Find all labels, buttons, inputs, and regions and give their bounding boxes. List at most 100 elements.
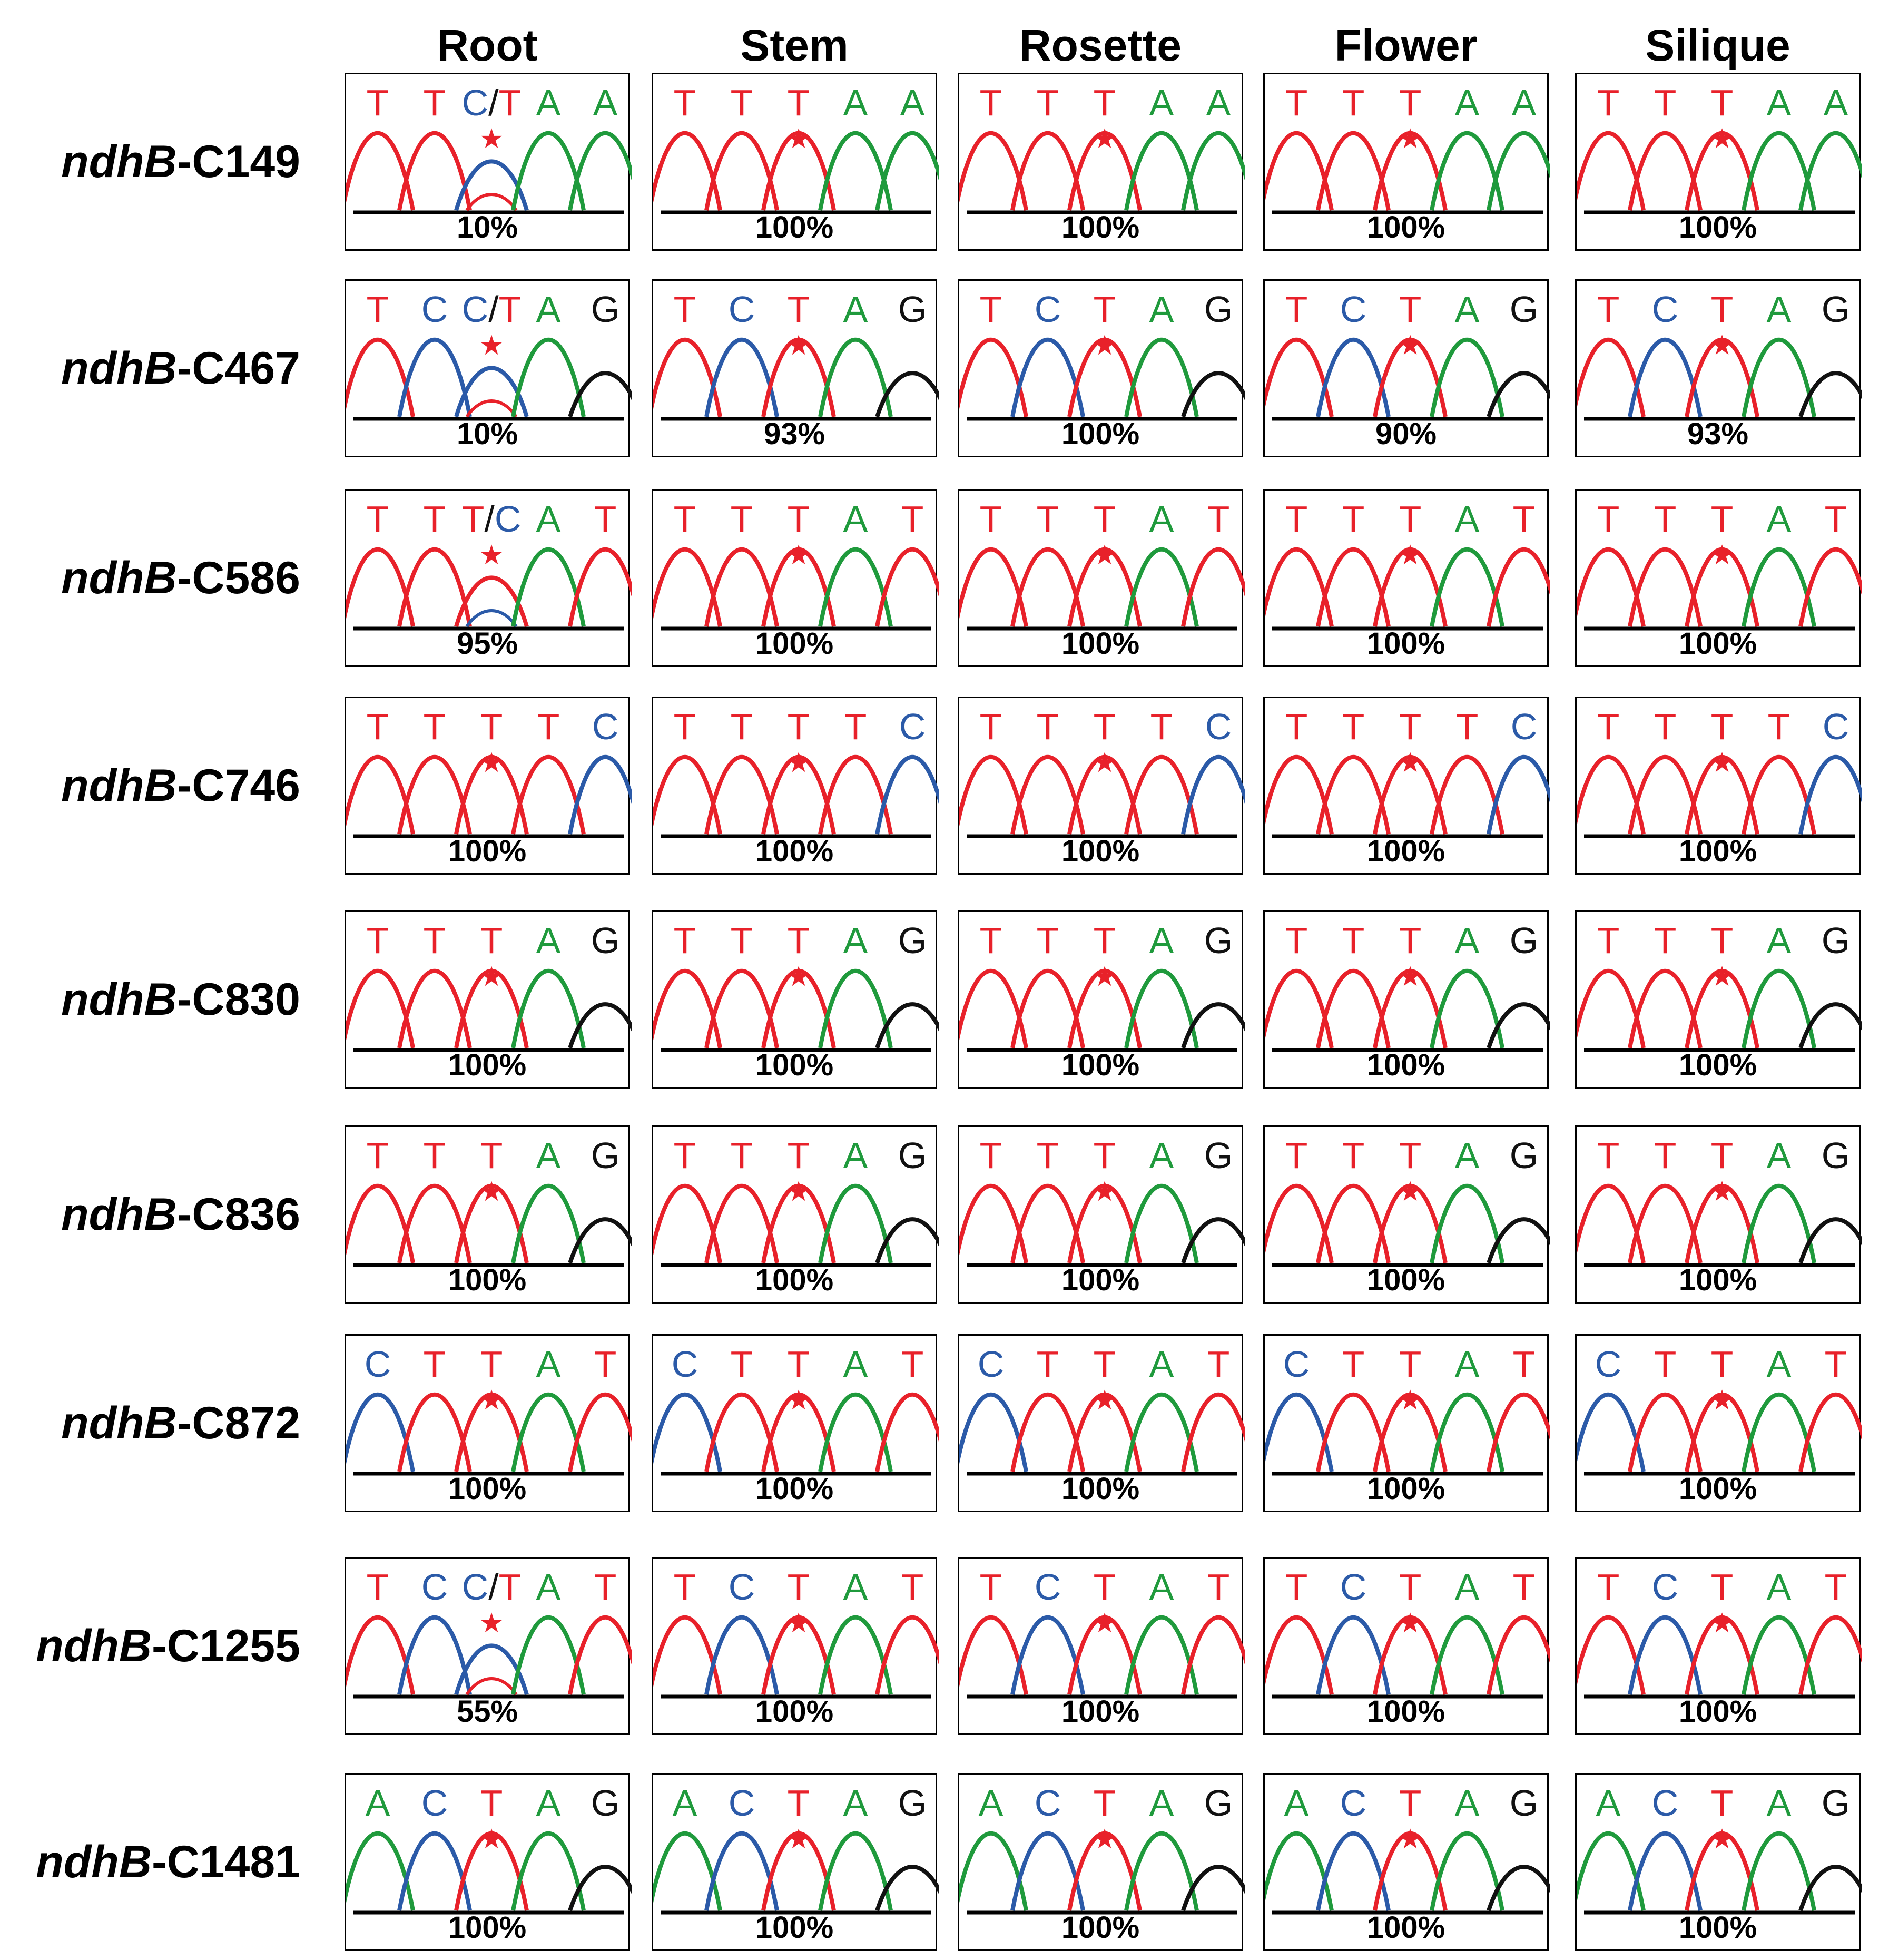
trace-peak [568,1615,632,1695]
base-call-label: T [788,1344,810,1385]
chromatogram-trace: C T T★A T [1265,1344,1550,1476]
base-call-label: A [1767,289,1792,330]
base-call-label: T [1711,1344,1734,1385]
base-call-label: T [1711,1782,1734,1824]
base-call-label: A [536,1566,561,1608]
base-call-label: T [1207,1566,1230,1608]
trace-peak [1487,1217,1550,1264]
trace-peak [1181,1865,1245,1912]
base-call-label: T [980,82,1002,123]
row-label: ndhB-C830 [0,974,300,1026]
trace-peak [1685,754,1759,835]
trace-peak [1487,371,1550,418]
base-call-label: A [1767,498,1792,540]
trace-peak [704,337,779,417]
trace-peak [1067,1183,1142,1263]
edit-site-star-icon: ★ [1710,330,1735,361]
edit-site-star-icon: ★ [479,330,504,361]
base-call-label: A [536,289,561,330]
chromatogram-panel: C T T ★ A T 100% [958,1334,1245,1512]
base-call-label: T [901,1566,924,1608]
chromatogram-trace: T T T★A T [1265,498,1550,631]
base-call-label: A [1149,1566,1174,1608]
base-call-label: T [980,1566,1002,1608]
row-label: ndhB-C836 [0,1189,300,1241]
trace-peak [818,1615,893,1695]
trace-peak [959,754,1028,835]
base-call-label: T [1342,82,1365,123]
trace-peak [1742,547,1816,627]
chromatogram-panel: T T T ★ T C 100% [1263,697,1550,875]
gene-name: ndhB [61,553,177,603]
base-call-label: T [1285,82,1308,123]
base-call-label: T [1342,1344,1365,1385]
base-call-label: T [1342,920,1365,961]
chromatogram-panel: T T T ★ A A 100% [1575,73,1862,251]
base-call-label: G [898,289,927,330]
chromatogram-panel: A C T ★ A G 100% [1263,1773,1550,1951]
base-call-label: G [591,289,619,330]
editing-percentage: 100% [1678,1910,1757,1945]
chromatogram-panel: A C T ★ A G 100% [652,1773,939,1951]
trace-peak [1181,547,1245,627]
trace-peak [346,1183,415,1263]
chromatogram-trace: T C T★A T [959,1566,1245,1699]
editing-percentage: 100% [1366,1910,1445,1945]
chromatogram-trace: T T T★A G [1577,1135,1862,1267]
base-call-label: A [1149,1344,1174,1385]
column-header-silique: Silique [1645,21,1790,70]
trace-peak [397,968,472,1048]
chromatogram-panel: T T T ★ A G 100% [1263,1125,1550,1304]
base-call-label: T [424,920,446,961]
trace-peak [653,131,722,211]
editing-percentage: 100% [1366,834,1445,868]
base-call-label: T [788,1782,810,1824]
chromatogram-panel: C T T ★ A T 100% [652,1334,939,1512]
edit-site-star-icon: ★ [479,1176,504,1208]
trace-peak [1430,547,1504,627]
edit-site-star-icon: ★ [1398,961,1423,993]
trace-peak [1685,1392,1759,1472]
base-call-label: A [900,82,925,123]
trace-peak [1430,1183,1504,1263]
trace-peak [653,1183,722,1263]
base-call-label: G [898,1135,927,1176]
site-name: -C467 [176,343,300,394]
base-call-label: T [1711,706,1734,747]
base-call-label: T [1654,706,1677,747]
trace-peak [959,337,1028,417]
trace-peak [397,1831,472,1911]
chromatogram-trace: T T T/C★A T [346,498,632,631]
trace-peak [959,1183,1028,1263]
trace-peak [761,754,836,835]
chromatogram-panel: T T T ★ A A 100% [1263,73,1550,251]
trace-peak [1487,1865,1550,1912]
base-call-label: T [1207,1344,1230,1385]
base-call-label: T [367,1135,389,1176]
trace-peak [1798,1217,1862,1264]
base-call-label: T [480,706,503,747]
base-call-label: T [674,920,696,961]
trace-peak [568,1392,632,1472]
trace-peak [761,1831,836,1911]
base-call-label: T [731,1344,753,1385]
trace-peak [704,547,779,627]
base-call-label: T [1285,1566,1308,1608]
editing-percentage: 100% [755,210,834,244]
base-call-label: A [536,498,561,540]
base-call-label: T [731,920,753,961]
edit-site-star-icon: ★ [479,123,504,155]
chromatogram-trace: T T T★T C [346,706,632,838]
trace-peak [875,754,939,835]
base-call-label: T [674,82,696,123]
trace-peak [568,131,632,211]
trace-peak [346,754,415,835]
trace-peak [1010,1183,1085,1263]
base-call-label: T [1094,706,1116,747]
trace-peak [1124,1615,1199,1695]
chromatogram-panel: T C T ★ A G 93% [1575,279,1862,457]
trace-peak [346,547,415,627]
trace-peak [568,1002,632,1049]
chromatogram-panel: T T T ★ T C 100% [652,697,939,875]
base-call-label: G [1822,920,1850,961]
